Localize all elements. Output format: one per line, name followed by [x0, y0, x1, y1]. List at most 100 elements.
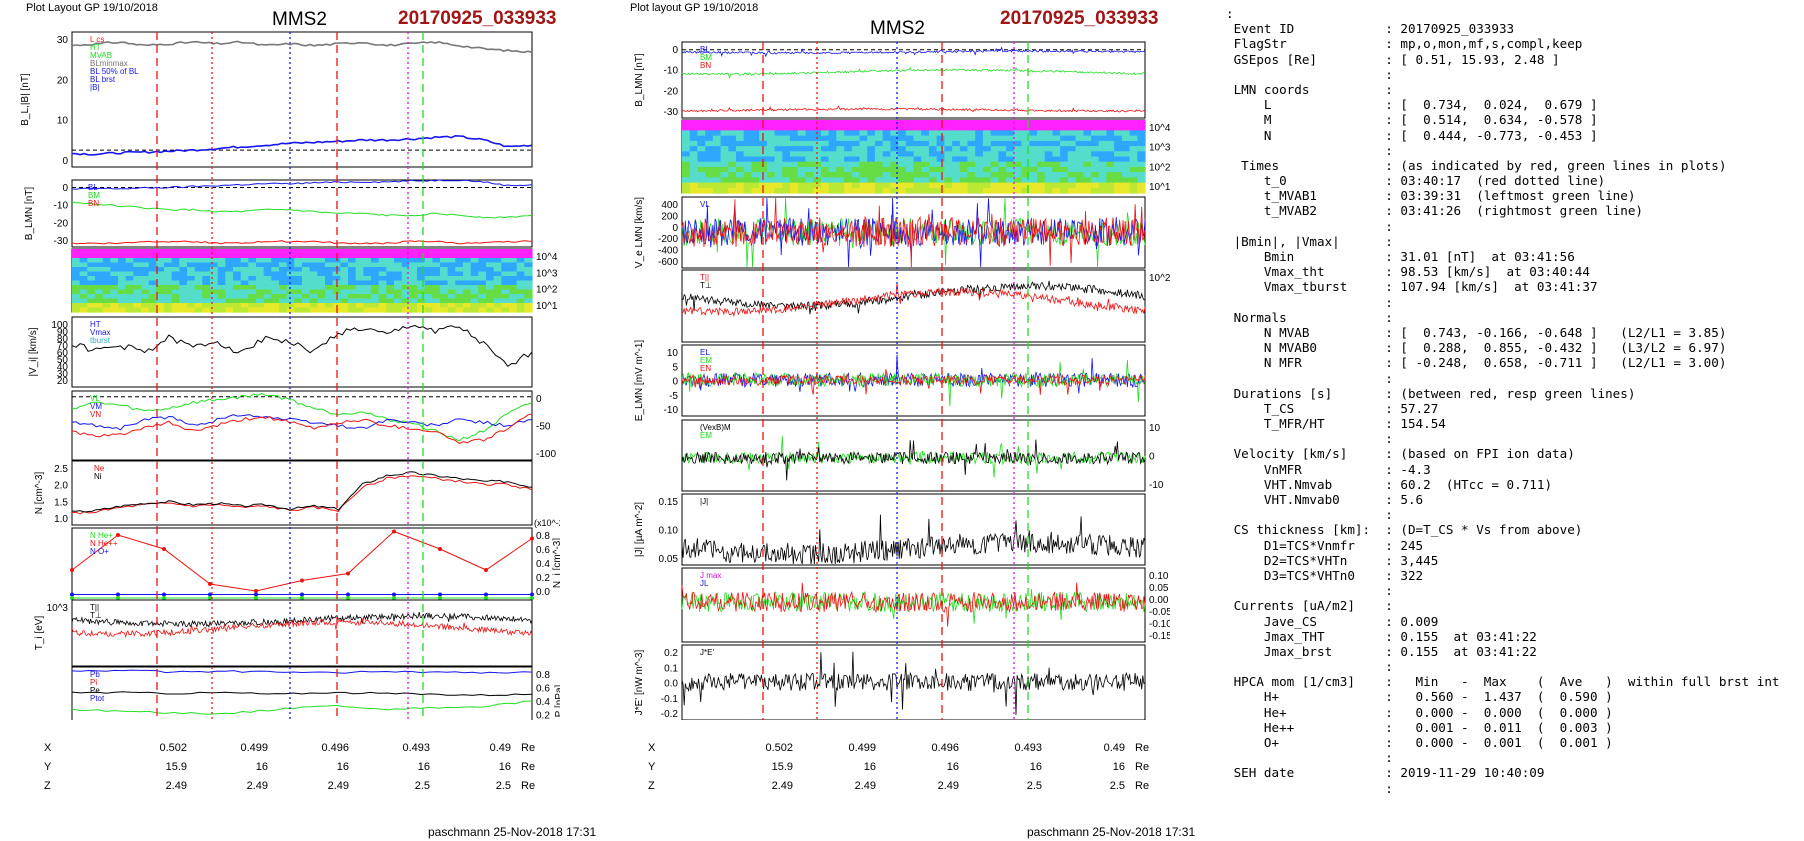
position-value: 16	[1029, 760, 1042, 773]
spectrogram-cell	[1137, 151, 1146, 158]
spectrogram-cell	[447, 280, 456, 286]
spectrogram-cell	[766, 125, 776, 131]
spectrogram-cell	[317, 276, 326, 282]
spectrogram-cell	[202, 289, 211, 295]
legend-entry: L cs	[90, 35, 104, 44]
spectrogram-cell	[256, 298, 265, 304]
spectrogram-cell	[820, 140, 830, 147]
spectrogram-cell	[975, 172, 984, 178]
summary-line: :	[1226, 370, 1393, 386]
spectrogram-cell	[470, 276, 479, 282]
spectrogram-cell	[774, 187, 783, 194]
spectrogram-cell	[240, 303, 249, 309]
spectrogram-cell	[524, 262, 533, 268]
left-event-id: 20170925_033933	[398, 8, 557, 29]
y-tick-label: 30	[57, 369, 69, 380]
spectrogram-cell	[325, 271, 334, 277]
spectrogram-cell	[486, 271, 495, 277]
spectrogram-cell	[1067, 146, 1077, 152]
spectrogram-cell	[110, 262, 119, 268]
spectrogram-cell	[797, 151, 807, 158]
spectrogram-cell	[959, 177, 969, 184]
spectrogram-cell	[332, 298, 341, 304]
spectrogram-cell	[394, 267, 403, 273]
spectrogram-cell	[936, 125, 945, 131]
spectrogram-cell	[859, 156, 868, 163]
spectrogram-cell	[302, 262, 311, 268]
spectrogram-cell	[689, 156, 698, 163]
legend-entry: HT	[90, 320, 101, 329]
spectrogram-cell	[820, 161, 830, 168]
legend-entry: Vmax	[90, 328, 110, 337]
spectrogram-cell	[982, 177, 992, 184]
spectrogram-cell	[348, 303, 357, 309]
spectrogram-cell	[340, 249, 349, 255]
legend-entry: BL	[700, 45, 710, 54]
spectrogram-cell	[424, 258, 433, 264]
position-value: 0.496	[931, 741, 959, 754]
spectrogram-cell	[898, 146, 907, 152]
spectrogram-cell	[712, 130, 722, 137]
position-value: 2.49	[246, 779, 268, 792]
spectrogram-cell	[256, 285, 265, 291]
position-value: 15.9	[771, 760, 793, 773]
spectrogram-cell	[486, 303, 495, 309]
spectrogram-cell	[782, 177, 791, 184]
spectrogram-cell	[263, 307, 272, 313]
spectrogram-cell	[509, 307, 518, 313]
position-value: 0.499	[240, 741, 268, 754]
spectrogram-cell	[797, 161, 807, 168]
spectrogram-cell	[1052, 146, 1061, 152]
spectrogram-cell	[820, 151, 830, 158]
spectrogram-cell	[171, 262, 180, 268]
spectrogram-cell	[751, 130, 760, 137]
spectrogram-cell	[898, 172, 907, 178]
spectrogram-cell	[348, 276, 357, 282]
summary-line: :	[1226, 431, 1393, 447]
spectrogram-cell	[340, 276, 349, 282]
spectrogram-cell	[317, 267, 326, 273]
spectrogram-cell	[79, 303, 88, 309]
spectrogram-cell	[952, 187, 961, 194]
spectrogram-cell	[148, 298, 157, 304]
spectrogram-cell	[210, 307, 219, 313]
spectrogram-cell	[1075, 125, 1084, 131]
spectrogram-cell	[463, 267, 472, 273]
spectrogram-cell	[478, 276, 487, 282]
spectrogram-cell	[302, 276, 311, 282]
spectrogram-cell	[455, 267, 464, 273]
spectrogram-cell	[179, 303, 188, 309]
spectrogram-cell	[1114, 187, 1123, 194]
spectrogram-cell	[363, 280, 372, 286]
spectrogram-cell	[225, 267, 234, 273]
series-point	[254, 596, 258, 600]
spectrogram-cell	[110, 294, 119, 300]
spectrogram-cell	[1075, 156, 1084, 163]
spectrogram-cell	[1037, 130, 1046, 137]
spectrogram-cell	[271, 271, 280, 277]
spectrogram-cell	[990, 177, 999, 184]
spectrogram-cell	[194, 280, 203, 286]
spectrogram-cell	[790, 135, 799, 142]
summary-line: :	[1226, 6, 1234, 21]
spectrogram-cell	[233, 258, 242, 264]
spectrogram-cell	[944, 135, 953, 142]
spectrogram-cell	[371, 262, 380, 268]
spectrogram-cell	[736, 166, 745, 173]
spectrogram-cell	[110, 267, 119, 273]
spectrogram-cell	[118, 289, 127, 295]
spectrogram-cell	[294, 285, 303, 291]
spectrogram-cell	[110, 303, 119, 309]
spectrogram-cell	[202, 294, 211, 300]
spectrogram-cell	[805, 166, 814, 173]
spectrogram-cell	[210, 285, 219, 291]
y-tick-label: 0	[62, 183, 68, 194]
spectrogram-cell	[959, 120, 969, 126]
spectrogram-cell	[424, 303, 433, 309]
spectrogram-cell	[1083, 177, 1092, 184]
spectrogram-cell	[1013, 135, 1023, 142]
spectrogram-cell	[1106, 130, 1115, 137]
spectrogram-cell	[1091, 135, 1100, 142]
spectrogram-cell	[898, 125, 907, 131]
summary-line: t_MVAB1 : 03:39:31 (leftmost green line)	[1226, 188, 1636, 204]
